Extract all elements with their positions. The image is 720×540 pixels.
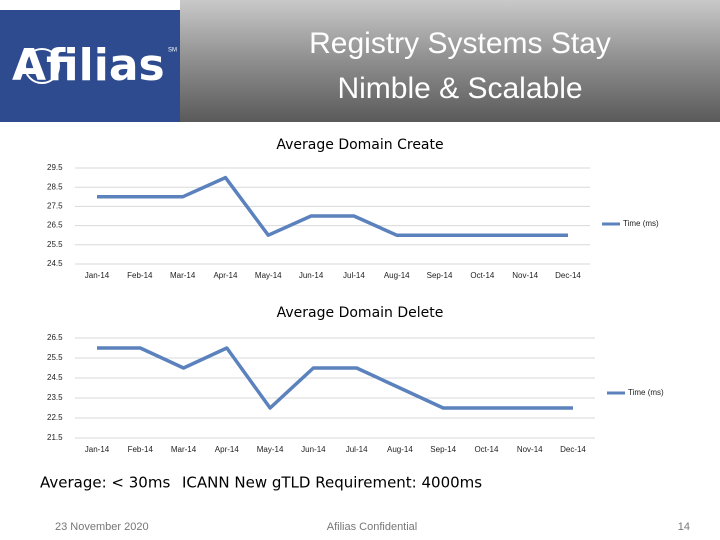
- x-tick-label: Sep-14: [430, 445, 456, 454]
- note: Average: < 30ms: [40, 474, 170, 492]
- x-tick-label: Dec-14: [560, 445, 586, 454]
- x-tick-label: Aug-14: [387, 445, 413, 454]
- data-line: [97, 175, 568, 237]
- y-tick-label: 28.5: [47, 182, 63, 191]
- x-tick-label: Dec-14: [555, 271, 581, 280]
- x-tick-label: Jul-14: [346, 445, 368, 454]
- x-tick-label: Jan-14: [85, 271, 110, 280]
- y-tick-label: 22.5: [47, 413, 63, 422]
- y-tick-label: 25.5: [47, 353, 63, 362]
- slide-title: Registry Systems Stay: [309, 27, 611, 60]
- x-tick-label: Nov-14: [512, 271, 538, 280]
- x-tick-label: Sep-14: [427, 271, 453, 280]
- data-line: [97, 346, 573, 410]
- header-band: [180, 0, 720, 122]
- x-tick-label: Apr-14: [213, 271, 238, 280]
- x-tick-label: Oct-14: [470, 271, 495, 280]
- y-tick-label: 21.5: [47, 433, 63, 442]
- x-tick-label: Mar-14: [170, 271, 196, 280]
- x-tick-label: Jan-14: [85, 445, 110, 454]
- y-tick-label: 26.5: [47, 221, 63, 230]
- x-tick-label: Apr-14: [215, 445, 240, 454]
- x-tick-label: Jun-14: [301, 445, 326, 454]
- footer-date: 23 November 2020: [55, 521, 149, 533]
- page-number: 14: [678, 521, 690, 533]
- note: ICANN New gTLD Requirement: 4000ms: [182, 474, 482, 492]
- chart-title: Average Domain Create: [276, 137, 443, 153]
- y-tick-label: 29.5: [47, 163, 63, 172]
- x-tick-label: Oct-14: [474, 445, 499, 454]
- logo-text: Afilias: [12, 40, 165, 91]
- x-tick-label: Jun-14: [299, 271, 324, 280]
- logo-globe: [24, 48, 60, 84]
- logo-box: [0, 10, 180, 122]
- logo-mark: SM: [168, 48, 177, 54]
- x-tick-label: May-14: [255, 271, 282, 280]
- x-tick-label: Feb-14: [127, 271, 153, 280]
- y-tick-label: 25.5: [47, 240, 63, 249]
- legend-label: Time (ms): [623, 219, 659, 228]
- y-tick-label: 23.5: [47, 393, 63, 402]
- y-tick-label: 26.5: [47, 333, 63, 342]
- y-tick-label: 24.5: [47, 373, 63, 382]
- y-tick-label: 27.5: [47, 202, 63, 211]
- x-tick-label: May-14: [257, 445, 284, 454]
- y-tick-label: 24.5: [47, 259, 63, 268]
- x-tick-label: Mar-14: [171, 445, 197, 454]
- x-tick-label: Nov-14: [517, 445, 543, 454]
- legend-label: Time (ms): [628, 388, 664, 397]
- x-tick-label: Feb-14: [128, 445, 154, 454]
- x-tick-label: Aug-14: [384, 271, 410, 280]
- x-tick-label: Jul-14: [343, 271, 365, 280]
- footer-label: Afilias Confidential: [327, 521, 418, 533]
- slide-title: Nimble & Scalable: [337, 72, 582, 105]
- chart-title: Average Domain Delete: [277, 305, 444, 321]
